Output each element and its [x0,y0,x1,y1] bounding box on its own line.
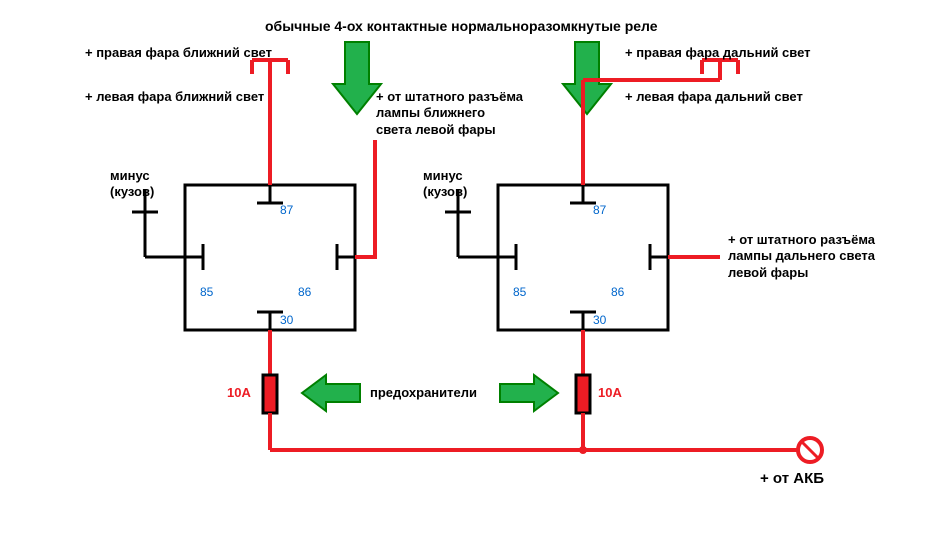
term-86-right: 86 [611,285,624,299]
relay-right [498,185,668,330]
fuse-label: предохранители [370,385,477,400]
fuse-left [263,375,277,413]
fuse-right [576,375,590,413]
term-87-right: 87 [593,203,606,217]
fuse-value-right: 10A [598,385,622,400]
term-87-left: 87 [280,203,293,217]
title: обычные 4-ох контактные нормальноразомкн… [265,18,658,34]
term-85-left: 85 [200,285,213,299]
term-30-right: 30 [593,313,606,327]
label-minus-right: минус (кузов) [423,168,467,199]
label-left-near: + левая фара ближний свет [85,89,264,104]
term-30-left: 30 [280,313,293,327]
label-left-far: + левая фара дальний свет [625,89,803,104]
label-conn-near: + от штатного разъёма лампы ближнего све… [376,89,523,138]
label-conn-far: + от штатного разъёма лампы дальнего све… [728,232,875,281]
u-connector-left [252,60,288,80]
label-minus-left: минус (кузов) [110,168,154,199]
wire-86-left [355,140,375,257]
arrow-down-left [333,42,381,114]
label-right-far: + правая фара дальний свет [625,45,811,60]
u-connector-right [702,60,738,80]
relay-left [185,185,355,330]
label-right-near: + правая фара ближний свет [85,45,272,60]
fuse-value-left: 10A [227,385,251,400]
label-akb: + от АКБ [760,470,824,487]
term-86-left: 86 [298,285,311,299]
arrow-fuse-left [302,375,360,411]
arrow-fuse-right [500,375,558,411]
term-85-right: 85 [513,285,526,299]
